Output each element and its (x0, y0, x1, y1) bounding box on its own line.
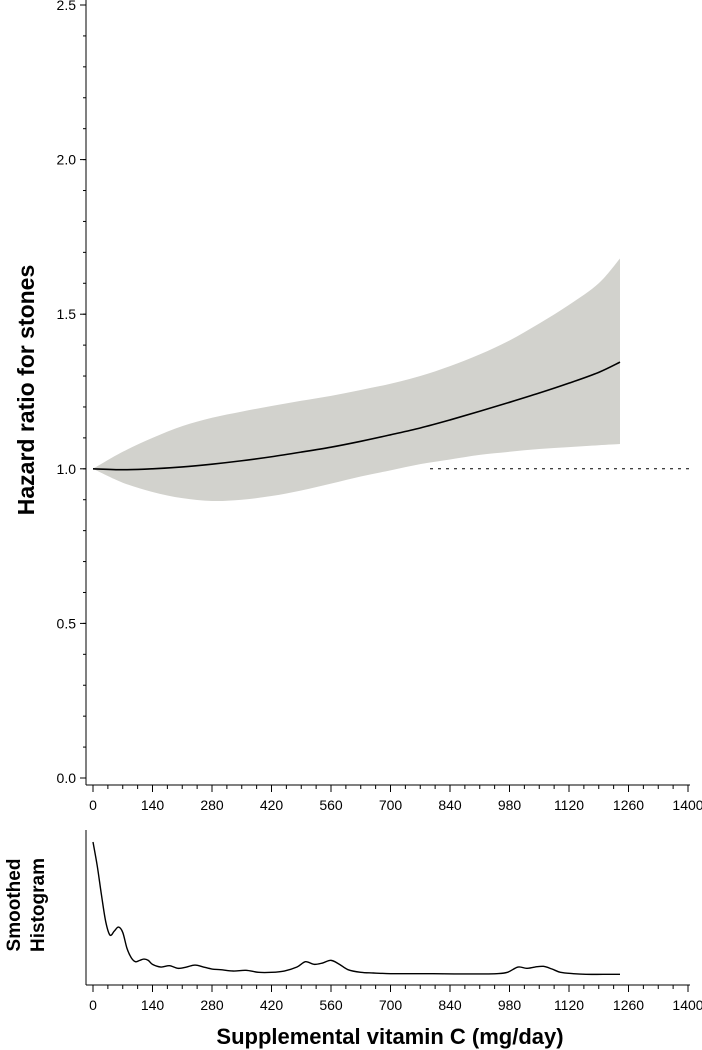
histogram-x-tick-label: 1260 (613, 997, 644, 1013)
confidence-band (93, 258, 620, 502)
main-x-tick-label: 560 (319, 797, 343, 813)
histogram-x-tick-label: 980 (498, 997, 522, 1013)
main-x-tick-label: 1400 (672, 797, 702, 813)
histogram-x-tick-label: 560 (319, 997, 343, 1013)
histogram-x-tick-label: 280 (200, 997, 224, 1013)
main-y-tick-label: 2.0 (57, 152, 77, 168)
hazard-ratio-line (92, 361, 621, 471)
hazard-ratio-panel: 0.0 0.5 1.0 1.5 2.0 2.5 0 140 280 420 560 700 840 98… (13, 0, 702, 813)
main-x-tick-label: 840 (438, 797, 462, 813)
main-x-tick-label: 420 (260, 797, 284, 813)
main-y-tick-label: 0.5 (57, 615, 77, 631)
histogram-x-tick-label: 1400 (672, 997, 702, 1013)
main-y-tick-label: 1.0 (57, 461, 77, 477)
histogram-x-tick-label: 140 (141, 997, 165, 1013)
histogram-x-tick-label: 420 (260, 997, 284, 1013)
main-y-ticks: 0.0 0.5 1.0 1.5 2.0 2.5 (57, 0, 86, 786)
histogram-x-tick-label: 1120 (554, 997, 584, 1013)
histogram-x-ticks: 0 140 280 420 560 700 840 980 1120 1260 1400 (89, 985, 702, 1013)
main-y-tick-label: 1.5 (57, 306, 77, 322)
histogram-curve (92, 841, 620, 976)
histogram-x-tick-label: 700 (379, 997, 403, 1013)
main-x-ticks: 0 140 280 420 560 700 840 980 1120 1260 1400 (89, 785, 702, 813)
main-x-tick-label: 980 (498, 797, 522, 813)
main-x-tick-label: 1260 (613, 797, 644, 813)
histogram-x-tick-label: 840 (438, 997, 462, 1013)
histogram-y-axis-title-line1: Smoothed (4, 859, 25, 952)
main-x-tick-label: 140 (141, 797, 165, 813)
histogram-y-axis-title-line2: Histogram (28, 858, 49, 952)
main-y-axis-title: Hazard ratio for stones (13, 265, 39, 516)
main-x-tick-label: 700 (379, 797, 403, 813)
main-y-tick-label: 2.5 (57, 0, 77, 13)
x-axis-title: Supplemental vitamin C (mg/day) (216, 1024, 563, 1049)
main-x-tick-label: 280 (200, 797, 224, 813)
main-y-tick-label: 0.0 (57, 770, 77, 786)
main-x-tick-label: 0 (89, 797, 97, 813)
histogram-x-tick-label: 0 (89, 997, 97, 1013)
main-x-tick-label: 1120 (554, 797, 584, 813)
smoothed-histogram-panel: 0 140 280 420 560 700 840 980 1120 1260 1400 Smoot… (4, 830, 702, 1049)
